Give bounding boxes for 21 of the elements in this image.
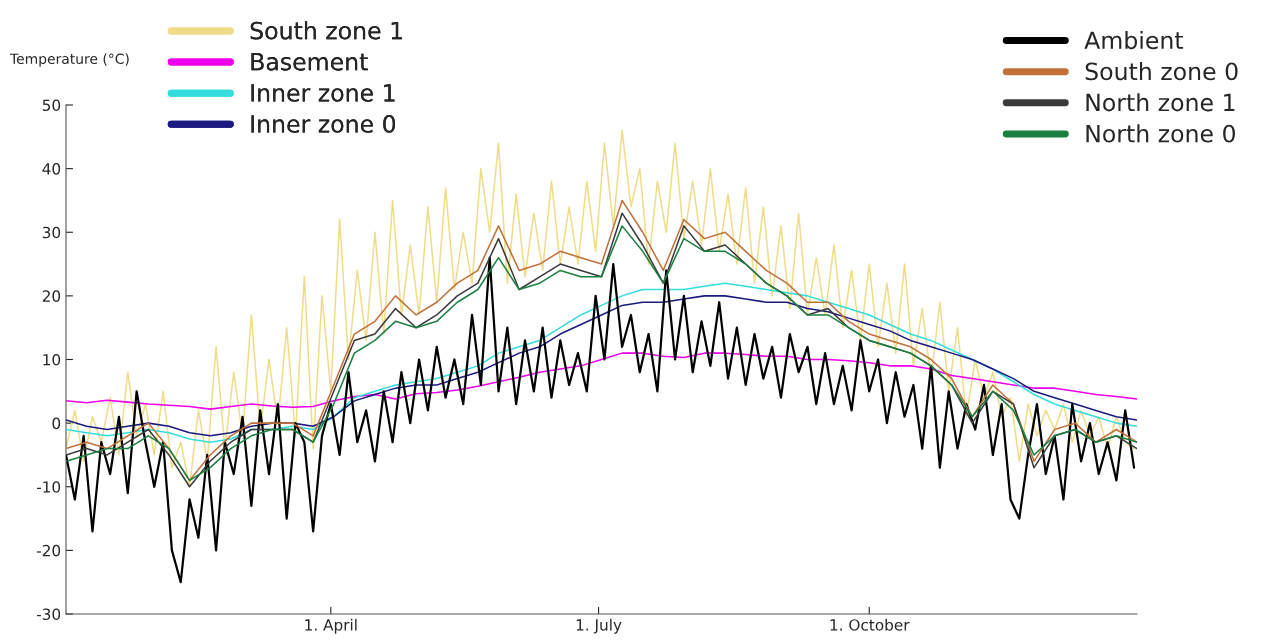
y-tick-label: 10 — [43, 353, 61, 366]
y-tick-label: 0 — [52, 417, 61, 430]
legend-label: Ambient — [1084, 30, 1184, 50]
y-tick-label: -10 — [36, 481, 61, 493]
legend-label: Basement — [251, 53, 368, 71]
legend-label: North zone 1 — [1086, 93, 1235, 112]
legend-label: Inner zone 0 — [251, 115, 396, 133]
y-axis-title: Temperature (°C) — [9, 53, 129, 67]
legend-label: South zone 0 — [1085, 62, 1238, 81]
legend-label: Inner zone 1 — [251, 84, 395, 102]
legend-label: North zone 0 — [1086, 124, 1235, 143]
y-tick-label: -20 — [36, 544, 61, 557]
y-tick-label: 50 — [42, 99, 61, 112]
x-tick-label: 1. April — [305, 618, 357, 634]
y-tick-label: 20 — [42, 290, 61, 302]
y-tick-label: 30 — [42, 226, 61, 239]
y-tick-label: -30 — [36, 608, 61, 621]
legend-label: South zone 1 — [250, 21, 402, 40]
x-tick-label: 1. October — [830, 618, 910, 631]
y-tick-label: 40 — [42, 163, 61, 175]
x-tick-label: 1. July — [576, 618, 622, 634]
